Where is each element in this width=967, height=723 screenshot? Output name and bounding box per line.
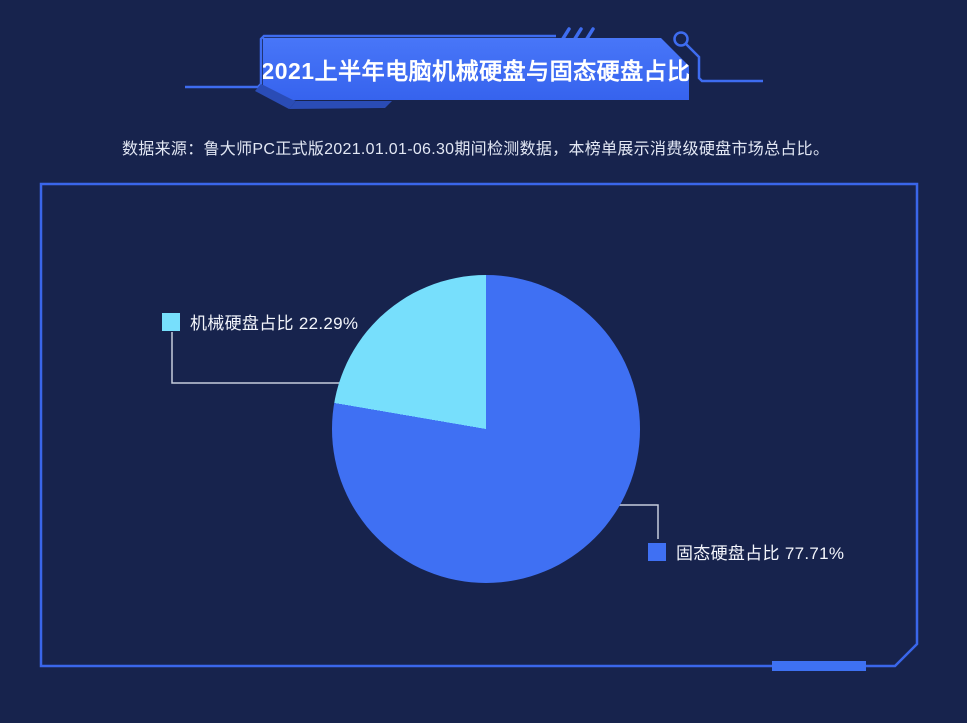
banner-fold-shadow-left <box>255 84 296 109</box>
ssd-legend-swatch <box>648 542 666 561</box>
banner-fold-shadow-bottom <box>289 101 392 109</box>
hdd-legend-swatch <box>162 312 180 331</box>
hdd-leader-line <box>171 332 350 384</box>
magnifier-circuit-icon <box>673 31 763 83</box>
title-banner: 2021上半年电脑机械硬盘与固态硬盘占比 <box>263 38 689 100</box>
page-title: 2021上半年电脑机械硬盘与固态硬盘占比 <box>261 58 691 84</box>
hdd-callout: 机械硬盘占比 22.29% <box>162 309 358 334</box>
data-source-note: 数据来源：鲁大师PC正式版2021.01.01-06.30期间检测数据，本榜单展… <box>122 141 830 158</box>
pie-chart <box>332 275 640 583</box>
ssd-leader-line <box>607 504 659 539</box>
frame-accent-bar <box>772 661 866 671</box>
title-bracket-line <box>185 34 556 89</box>
ssd-callout: 固态硬盘占比 77.71% <box>648 539 844 564</box>
hdd-callout-label: 机械硬盘占比 22.29% <box>190 314 359 333</box>
ssd-callout-label: 固态硬盘占比 77.71% <box>676 544 845 563</box>
content-frame-border <box>39 182 919 668</box>
